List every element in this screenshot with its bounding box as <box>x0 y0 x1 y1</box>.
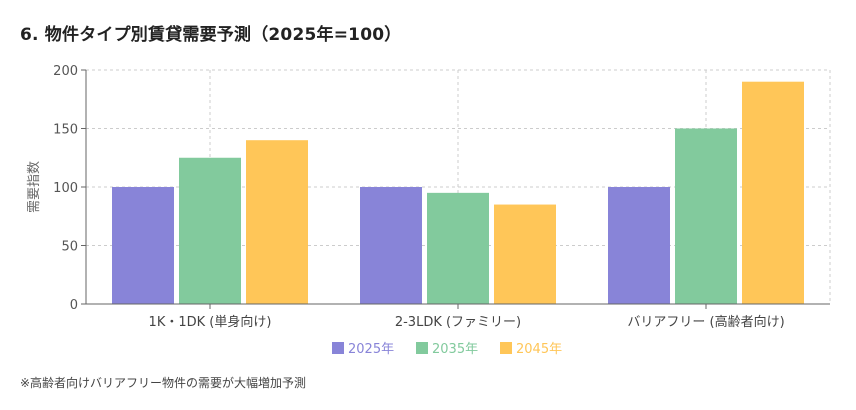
bar <box>608 187 670 304</box>
x-tick-label: 2-3LDK (ファミリー) <box>395 315 521 330</box>
footnote: ※高齢者向けバリアフリー物件の需要が大幅増加予測 <box>20 376 307 390</box>
bar <box>427 192 489 304</box>
legend-label: 2035年 <box>432 342 478 357</box>
legend-swatch <box>416 342 428 354</box>
legend-swatch <box>500 342 512 354</box>
y-tick-label: 150 <box>53 123 78 138</box>
legend: 2025年 2035年 2045年 <box>332 342 562 357</box>
x-tick-label: 1K・1DK (単身向け) <box>149 314 272 330</box>
legend-label: 2025年 <box>348 342 394 357</box>
bar <box>742 81 804 304</box>
bar <box>360 187 422 304</box>
axes: 0 50 100 150 200 1K・1DK (単身向け) 2-3LDK (ファミリー) バ… <box>27 64 830 330</box>
x-tick-label: バリアフリー (高齢者向け) <box>627 314 784 330</box>
chart-title: 6. 物件タイプ別賃貸需要予測（2025年=100） <box>20 25 402 45</box>
bar <box>494 204 556 304</box>
y-tick-label: 0 <box>70 298 78 313</box>
y-tick-label: 50 <box>61 240 78 255</box>
bars <box>112 81 804 304</box>
bar <box>179 157 241 304</box>
legend-swatch <box>332 342 344 354</box>
legend-label: 2045年 <box>516 342 562 357</box>
bar <box>246 140 308 304</box>
bar <box>675 128 737 304</box>
y-tick-label: 100 <box>53 181 78 196</box>
bar <box>112 187 174 304</box>
y-tick-label: 200 <box>53 64 78 79</box>
y-axis-label: 需要指数 <box>27 161 42 213</box>
